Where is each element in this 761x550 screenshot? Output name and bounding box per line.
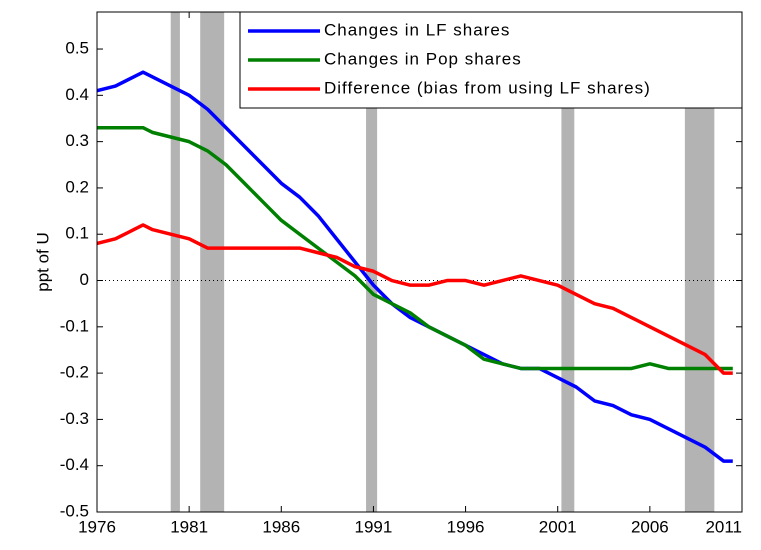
recession-band bbox=[366, 12, 378, 512]
legend-label: Changes in LF shares bbox=[324, 20, 510, 39]
series-line bbox=[96, 70, 733, 463]
legend-label: Difference (bias from using LF shares) bbox=[324, 78, 651, 97]
x-tick-label: 2011 bbox=[705, 517, 742, 536]
y-tick-label: 0.5 bbox=[65, 39, 89, 58]
x-tick-label: 1996 bbox=[447, 517, 485, 536]
series-line bbox=[97, 125, 733, 371]
legend bbox=[239, 11, 743, 109]
series-line bbox=[96, 223, 733, 375]
recession-band bbox=[200, 12, 225, 512]
x-tick-label: 1981 bbox=[170, 517, 208, 536]
y-axis-label: ppt of U bbox=[33, 232, 52, 292]
y-tick-label: -0.5 bbox=[60, 501, 89, 520]
x-tick-label: 1976 bbox=[78, 517, 116, 536]
legend-label: Changes in Pop shares bbox=[324, 49, 522, 68]
x-tick-label: 2001 bbox=[539, 517, 577, 536]
y-tick-label: -0.3 bbox=[60, 409, 89, 428]
x-tick-label: 2006 bbox=[631, 517, 669, 536]
y-tick-label: 0.3 bbox=[65, 131, 89, 150]
y-tick-label: 0 bbox=[80, 270, 89, 289]
y-tick-label: 0.2 bbox=[65, 177, 89, 196]
x-tick-label: 1991 bbox=[355, 517, 393, 536]
y-tick-label: -0.2 bbox=[60, 363, 89, 382]
y-tick-label: 0.4 bbox=[65, 85, 89, 104]
recession-band bbox=[561, 12, 575, 512]
recession-band bbox=[170, 12, 180, 512]
y-tick-label: -0.1 bbox=[60, 316, 89, 335]
y-tick-label: -0.4 bbox=[60, 455, 89, 474]
x-tick-label: 1986 bbox=[262, 517, 300, 536]
y-tick-label: 0.1 bbox=[65, 224, 89, 243]
